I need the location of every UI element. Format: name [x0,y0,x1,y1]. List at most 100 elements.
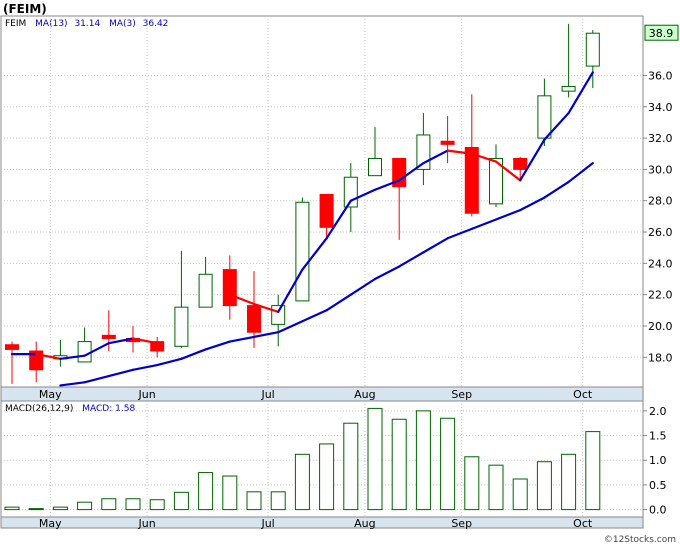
candle-body [392,157,407,188]
macd-bar [77,501,93,511]
macd-legend-params: MACD(26,12,9) [5,404,73,414]
ma-fast-segment [349,188,377,202]
macd-bar [415,410,431,511]
macd-x-tick-label: Aug [354,517,375,530]
macd-bar [198,472,214,511]
ma-fast-segment [519,138,546,182]
ma-slow-segment [277,320,304,334]
candle-body [440,140,455,145]
macd-bar [173,491,189,511]
macd-y-tick-label: 2.0 [649,405,667,418]
ma-slow-segment [398,251,425,268]
ma-slow-segment [180,348,207,360]
price-y-tick-label: 34.0 [648,101,673,114]
ma-slow-segment [519,196,546,212]
ma-slow-segment [131,363,159,371]
ma-fast-segment [107,337,135,345]
candle-body [77,341,92,363]
price-y-tick-label: 32.0 [648,132,673,145]
candle-body [464,146,479,214]
legend-ma-slow-label: MA(3) [109,19,136,29]
price-x-tick-label: Aug [354,388,375,401]
candle-body [585,32,600,67]
ma-slow-segment [446,227,473,240]
macd-bar [28,508,44,511]
macd-legend: MACD(26,12,9) MACD: 1.58 [5,404,135,414]
ma-slow-segment [156,357,183,367]
ma-slow-segment [252,331,280,339]
macd-x-tick-label: May [39,517,62,530]
price-y-tick-label: 24.0 [648,257,673,270]
price-legend: FEIM MA(13) 31.14 MA(3) 36.42 [5,19,168,29]
ma-fast-segment [494,160,522,182]
ma-slow-segment [107,368,135,378]
price-y-tick-label: 28.0 [648,195,673,208]
macd-x-tick-label: Sep [451,517,472,530]
ma-fast-segment [398,162,425,182]
macd-bar [270,491,286,511]
candle-body [537,95,552,139]
price-y-tick-label: 18.0 [648,351,673,364]
candle-body [101,334,116,339]
ma-slow-segment [204,340,231,351]
price-x-tick-label: May [39,388,62,401]
ma-fast-segment [373,179,401,191]
ma-slow-segment [83,374,110,384]
legend-ma-slow-value: 36.42 [143,19,169,29]
macd-bar [319,443,335,511]
price-y-tick-label: 36.0 [648,69,673,82]
ma-slow-segment [228,335,256,343]
last-price-label: 38.9 [649,27,674,40]
price-x-axis-strip [0,386,644,402]
macd-bar [512,478,528,511]
candle-body [222,269,237,307]
ma-slow-segment [59,381,86,387]
macd-bar [52,506,68,511]
ma-fast-segment [228,293,256,306]
ma-fast-segment [252,302,280,313]
ma-slow-segment [567,162,594,184]
candle-body [150,341,165,352]
ma-slow-segment [543,180,570,199]
ma-fast-segment [567,71,594,115]
macd-bar [294,453,310,511]
macd-x-tick-label: Oct [573,517,593,530]
ma-slow-segment [494,209,522,221]
ma-fast-segment [301,237,328,271]
ma-slow-segment [349,277,377,296]
ma-slow-segment [325,293,352,312]
ma-fast-segment [131,337,159,345]
macd-bar [4,506,20,511]
ma-fast-segment [83,342,110,357]
macd-legend-label: MACD: [82,404,112,414]
candle-body [295,201,310,302]
candle-body [271,305,286,325]
candle-body [319,193,334,228]
candle-body [513,157,528,170]
candle-body [5,344,19,350]
macd-bar [585,431,601,511]
candle-body [561,85,576,92]
ma-fast-segment [446,149,473,155]
chart-title: (FEIM) [3,2,47,16]
macd-x-tick-label: Jul [260,517,274,530]
ma-fast-segment [470,152,498,163]
price-x-tick-label: Oct [573,388,593,401]
watermark: ©12Stocks.com [604,535,676,545]
macd-bar [101,498,117,511]
legend-ma-fast-label: MA(13) [35,19,67,29]
macd-x-tick-label: Jun [138,517,156,530]
price-x-tick-label: Jun [138,388,156,401]
price-y-tick-label: 22.0 [648,289,673,302]
macd-bar [125,498,141,511]
price-y-tick-label: 30.0 [648,163,673,176]
candle-body [489,157,503,205]
candle-body [198,273,213,308]
ma-fast-segment [35,353,62,360]
ma-fast-segment [422,149,449,165]
ma-fast-segment [59,354,86,360]
ma-slow-segment [422,237,449,254]
macd-bar [149,499,165,511]
macd-bar [343,422,359,511]
